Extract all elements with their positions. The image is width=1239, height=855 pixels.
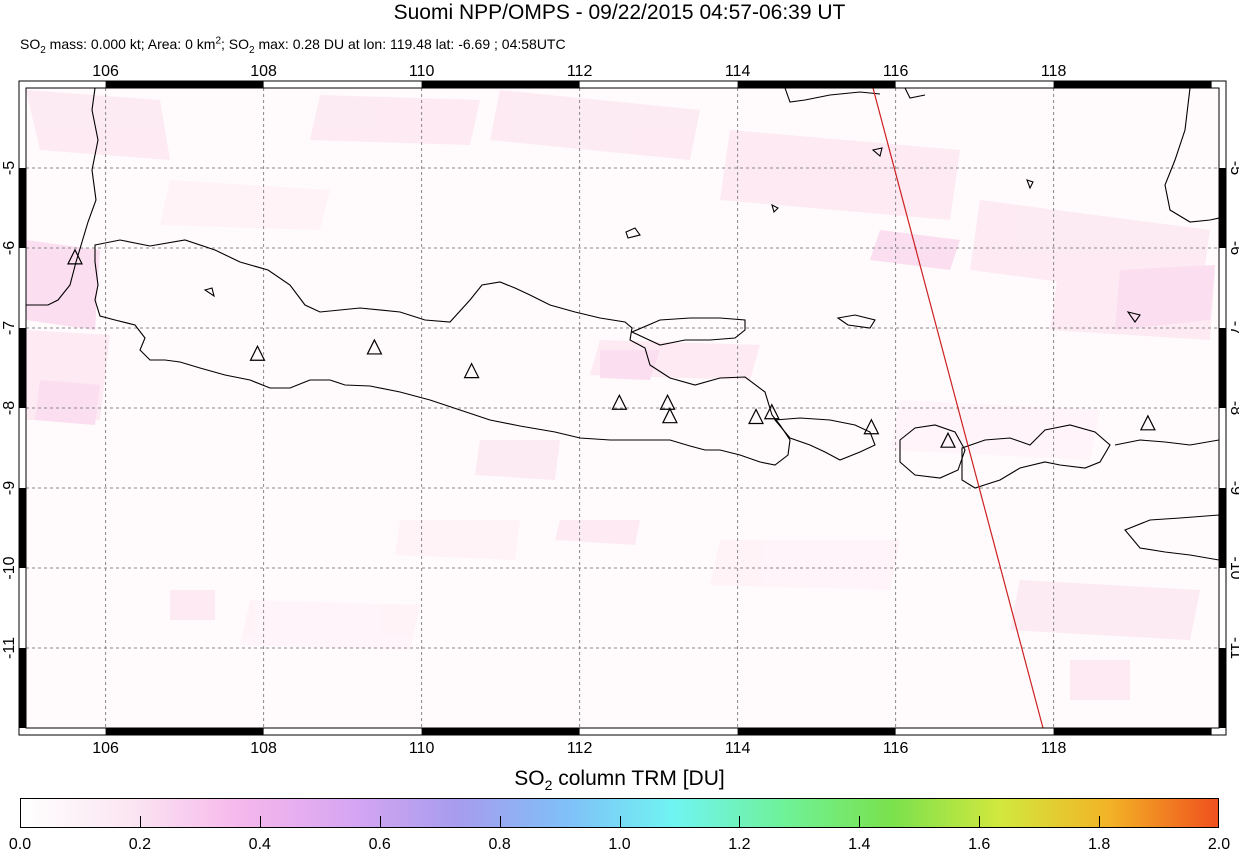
colorbar-tick-label: 0.2 — [128, 836, 152, 853]
coast-small-5 — [1126, 311, 1141, 323]
colorbar-tick-mark — [1099, 816, 1101, 828]
colorbar-title: SO2 column TRM [DU] — [0, 766, 1239, 792]
colorbar-tick-mark — [499, 816, 501, 828]
colorbar-tick-label: 1.6 — [968, 836, 991, 853]
coast-small-4 — [771, 203, 779, 214]
colorbar-tick-mark — [619, 816, 621, 828]
lon-tick-bottom: 108 — [250, 740, 277, 757]
coast-karimunjawa — [625, 227, 641, 239]
colorbar-tick-label: 1.4 — [848, 836, 871, 853]
colorbar-tick-mark — [139, 816, 141, 828]
colorbar-tick-mark — [1218, 816, 1219, 828]
lat-tick-right: -8 — [1227, 401, 1239, 415]
volcano-triangle-icon — [463, 362, 480, 379]
lon-tick-bottom: 118 — [1041, 740, 1067, 757]
coast-sulawesi — [1164, 88, 1219, 223]
lon-tick-bottom: 110 — [409, 740, 435, 757]
volcano-triangle-icon — [67, 248, 83, 265]
coast-madura — [630, 317, 746, 346]
lat-tick-left: -11 — [1, 637, 18, 659]
volcano-markers — [67, 248, 1156, 448]
volcano-triangle-icon — [763, 403, 780, 420]
coast-kalimantan — [784, 88, 881, 103]
colorbar-tick-label: 0.4 — [248, 836, 271, 853]
coast-flores — [1114, 439, 1219, 446]
volcano-triangle-icon — [748, 408, 764, 425]
so2-label: SO — [20, 36, 41, 52]
map-border-bars — [19, 81, 1226, 735]
volcano-triangle-icon — [249, 344, 266, 361]
volcano-triangle-icon — [863, 418, 880, 435]
lat-tick-right: -7 — [1227, 321, 1239, 335]
coast-small-3 — [1026, 179, 1034, 190]
lon-tick-top: 106 — [92, 63, 119, 80]
lon-tick-top: 112 — [567, 63, 593, 80]
lon-tick-bottom: 106 — [92, 740, 119, 757]
colorbar-tick-mark — [859, 816, 861, 828]
lat-tick-right: -5 — [1227, 161, 1239, 175]
volcano-triangle-icon — [611, 393, 628, 410]
lat-tick-right: -6 — [1227, 241, 1239, 255]
so2-map: 106 108 110 112 114 116 118 106 108 110 … — [1, 63, 1239, 757]
colorbar-tick-label: 1.0 — [608, 836, 631, 853]
lat-tick-right: -9 — [1227, 481, 1239, 495]
colorbar-tick-label: 0.6 — [368, 836, 391, 853]
lat-tick-left: -10 — [1, 556, 18, 579]
so2-pixel-swaths — [26, 90, 1215, 700]
lon-tick-top: 118 — [1041, 63, 1067, 80]
colorbar-tick-label: 2.0 — [1207, 836, 1231, 853]
map-title: Suomi NPP/OMPS - 09/22/2015 04:57-06:39 … — [393, 1, 846, 24]
colorbar-tick-label: 0.8 — [488, 836, 511, 853]
colorbar-tick-label: 1.8 — [1087, 836, 1111, 853]
coast-small-1 — [203, 287, 215, 298]
colorbar-tick-label: 1.2 — [728, 836, 751, 853]
volcano-triangle-icon — [1139, 414, 1156, 431]
volcano-triangle-icon — [366, 338, 383, 355]
volcano-triangle-icon — [661, 407, 678, 424]
colorbar-tick-mark — [739, 816, 741, 828]
colorbar-title-suffix: column TRM [DU] — [552, 767, 725, 790]
colorbar-tick-mark — [979, 816, 981, 828]
lon-tick-top: 110 — [409, 63, 435, 80]
coastlines — [26, 88, 1219, 561]
so2-subscript: 2 — [40, 44, 46, 56]
coast-small-2 — [871, 147, 883, 157]
lat-tick-left: -5 — [1, 161, 18, 175]
separator-so2: ; SO — [221, 36, 250, 52]
coast-kalimantan-2 — [904, 88, 926, 99]
mass-area-text: mass: 0.000 kt; Area: 0 km — [45, 36, 216, 52]
so2-subscript-2: 2 — [249, 44, 255, 56]
lat-tick-left: -6 — [1, 241, 18, 255]
volcano-triangle-icon — [940, 431, 956, 448]
so2-summary-line: SO2 mass: 0.000 kt; Area: 0 km2; SO2 max… — [20, 35, 566, 56]
coast-sumba — [1124, 514, 1219, 561]
colorbar-tick-label: 0.0 — [8, 836, 32, 853]
orbit-track-line — [872, 88, 1044, 728]
lon-tick-top: 116 — [883, 63, 909, 80]
volcano-triangle-icon — [659, 393, 676, 410]
lon-tick-bottom: 112 — [567, 740, 593, 757]
lon-tick-bottom: 114 — [725, 740, 751, 757]
lon-tick-top: 108 — [250, 63, 277, 80]
lon-tick-top: 114 — [725, 63, 751, 80]
coast-kangean — [836, 314, 876, 329]
max-location-text: max: 0.28 DU at lon: 119.48 lat: -6.69 ;… — [254, 36, 566, 52]
coast-bali — [773, 417, 876, 461]
coast-java — [94, 239, 791, 466]
colorbar-tick-mark — [259, 816, 261, 828]
colorbar-title-so: SO — [514, 767, 545, 790]
coast-sumatra — [26, 88, 99, 306]
lon-tick-bottom: 116 — [883, 740, 909, 757]
colorbar-title-sub: 2 — [544, 777, 553, 794]
lat-tick-right: -11 — [1227, 637, 1239, 659]
coast-sumbawa — [961, 424, 1111, 489]
lat-tick-right: -10 — [1227, 556, 1239, 579]
map-gridlines — [26, 88, 1219, 728]
colorbar-tick-mark — [379, 816, 381, 828]
area-superscript: 2 — [215, 35, 221, 47]
lat-tick-left: -8 — [1, 401, 18, 415]
lat-tick-left: -9 — [1, 481, 18, 495]
lat-tick-left: -7 — [1, 321, 18, 335]
colorbar-tick-mark — [20, 816, 21, 828]
